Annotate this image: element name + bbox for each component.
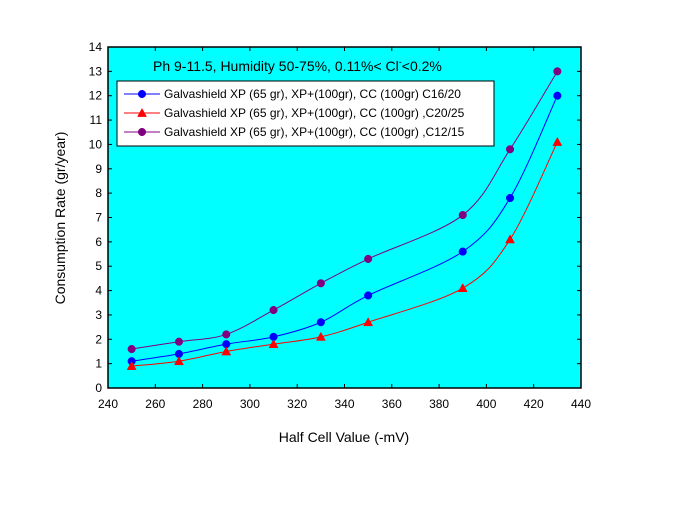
series-2 <box>126 136 563 370</box>
data-point <box>268 339 279 349</box>
y-tick-label: 3 <box>95 308 102 322</box>
data-point <box>553 67 562 76</box>
data-point <box>553 91 562 100</box>
data-point <box>316 318 325 327</box>
series-line <box>131 141 558 367</box>
y-tick-label: 11 <box>90 113 103 127</box>
series-line <box>131 95 558 362</box>
legend-label: Galvashield XP (65 gr), XP+(100gr), CC (… <box>164 125 465 139</box>
chart-title-superscript: - <box>399 57 402 67</box>
x-tick-label: 360 <box>382 397 402 411</box>
data-point <box>505 234 515 244</box>
y-tick-label: 7 <box>95 211 102 225</box>
legend-marker <box>137 89 147 99</box>
legend-box <box>116 80 495 147</box>
legend-entry: Galvashield XP (65 gr), XP+(100gr), CC (… <box>124 106 465 120</box>
x-tick-label: 380 <box>429 397 449 411</box>
legend-entry: Galvashield XP (65 gr), XP+(100gr), CC (… <box>124 87 461 101</box>
x-tick-label: 280 <box>193 397 213 411</box>
series-3 <box>127 67 562 354</box>
x-tick-label: 320 <box>287 397 307 411</box>
x-tick-label: 400 <box>476 397 496 411</box>
legend-entry: Galvashield XP (65 gr), XP+(100gr), CC (… <box>124 125 465 139</box>
y-tick-label: 1 <box>95 357 102 371</box>
x-tick-label: 420 <box>524 397 544 411</box>
y-tick-label: 6 <box>95 235 102 249</box>
legend-marker <box>137 107 147 117</box>
series-line <box>131 71 558 350</box>
y-tick-label: 9 <box>95 162 102 176</box>
x-tick-label: 440 <box>571 397 591 411</box>
x-tick-label: 300 <box>240 397 260 411</box>
legend-label: Galvashield XP (65 gr), XP+(100gr), CC (… <box>164 87 461 101</box>
data-point <box>316 279 325 288</box>
data-point <box>364 291 373 300</box>
y-tick-label: 5 <box>95 259 102 273</box>
data-point <box>363 317 374 327</box>
data-point <box>221 346 232 356</box>
data-point <box>458 247 467 256</box>
data-point <box>364 254 373 263</box>
data-point <box>506 145 515 154</box>
chart-title-main: Ph 9-11.5, Humidity 50-75%, 0.11%< Cl <box>153 58 399 74</box>
data-point <box>126 361 137 370</box>
data-point <box>269 306 278 315</box>
data-point <box>127 344 136 354</box>
data-point <box>174 356 184 366</box>
chart-title: Ph 9-11.5, Humidity 50-75%, 0.11%< Cl-<0… <box>153 57 442 74</box>
y-tick-label: 14 <box>89 40 103 54</box>
data-point <box>222 330 231 339</box>
x-tick-label: 260 <box>145 397 165 411</box>
x-tick-label: 240 <box>98 397 118 411</box>
chart-title-suffix: <0.2% <box>402 58 442 74</box>
y-tick-label: 8 <box>95 186 102 200</box>
data-point <box>552 136 563 146</box>
data-point <box>458 211 467 220</box>
x-axis-title: Half Cell Value (-mV) <box>279 429 409 445</box>
y-tick-label: 12 <box>89 89 103 103</box>
series-layer <box>126 67 563 370</box>
y-tick-label: 2 <box>95 332 102 346</box>
data-point <box>506 193 515 203</box>
legend: Galvashield XP (65 gr), XP+(100gr), CC (… <box>116 80 495 147</box>
x-tick-label: 340 <box>334 397 354 411</box>
legend-entries: Galvashield XP (65 gr), XP+(100gr), CC (… <box>124 87 465 139</box>
title-group: Ph 9-11.5, Humidity 50-75%, 0.11%< Cl-<0… <box>153 57 442 74</box>
y-tick-label: 13 <box>89 64 103 78</box>
data-point <box>174 337 183 346</box>
data-point <box>457 283 468 292</box>
y-tick-label: 4 <box>95 284 102 298</box>
data-point <box>315 331 326 341</box>
legend-marker <box>137 127 147 137</box>
y-tick-label: 0 <box>95 381 102 395</box>
legend-label: Galvashield XP (65 gr), XP+(100gr), CC (… <box>164 106 465 120</box>
axis-ticks: 240 260 280 300 320 340 360 380 400 420 4400123456… <box>89 40 592 411</box>
y-axis-title: Consumption Rate (gr/year) <box>52 132 68 305</box>
y-tick-label: 10 <box>89 137 103 151</box>
